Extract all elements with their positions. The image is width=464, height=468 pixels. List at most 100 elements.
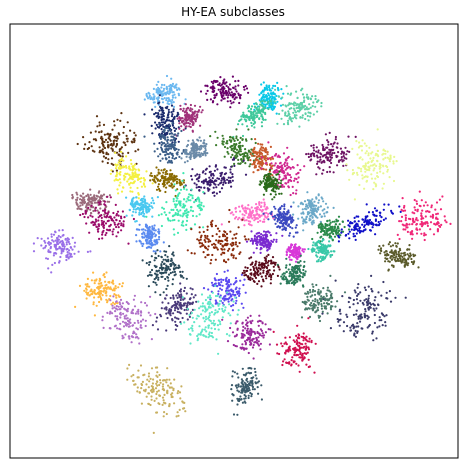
scatter-point — [323, 215, 326, 218]
scatter-point — [103, 146, 107, 150]
scatter-point — [161, 275, 164, 278]
scatter-point — [384, 156, 387, 159]
scatter-point — [190, 188, 193, 191]
scatter-point — [200, 242, 204, 245]
scatter-point — [316, 160, 319, 163]
scatter-point — [398, 247, 401, 250]
scatter-point — [189, 119, 192, 122]
scatter-point — [102, 224, 106, 227]
scatter-point — [165, 91, 168, 94]
scatter-point — [86, 250, 89, 253]
scatter-point — [236, 218, 240, 221]
scatter-point — [67, 257, 70, 260]
scatter-point — [201, 153, 204, 157]
scatter-point — [178, 266, 181, 269]
scatter-point — [209, 135, 212, 138]
scatter-point — [91, 221, 94, 224]
scatter-point — [391, 251, 394, 254]
scatter-point — [114, 294, 117, 297]
scatter-point — [302, 222, 305, 225]
scatter-point — [307, 247, 310, 251]
scatter-point — [152, 199, 155, 202]
scatter-point — [267, 218, 270, 221]
scatter-point — [312, 207, 315, 210]
scatter-point — [280, 179, 283, 182]
scatter-point — [241, 213, 244, 216]
scatter-point — [260, 275, 263, 278]
scatter-point — [140, 177, 143, 180]
scatter-point — [124, 164, 127, 168]
scatter-point — [186, 114, 189, 117]
scatter-point — [256, 114, 259, 117]
scatter-point — [157, 80, 160, 83]
scatter-point — [90, 212, 93, 215]
scatter-point — [369, 229, 372, 232]
scatter-point — [354, 228, 357, 231]
scatter-point — [243, 219, 246, 222]
scatter-point — [185, 228, 188, 231]
scatter-point — [267, 271, 270, 274]
scatter-point — [207, 183, 210, 186]
scatter-point — [162, 258, 165, 261]
scatter-point — [311, 198, 314, 201]
scatter-point — [389, 251, 392, 254]
scatter-point — [204, 240, 207, 243]
scatter-point — [95, 115, 99, 118]
scatter-point — [187, 139, 190, 142]
scatter-point — [304, 112, 307, 115]
scatter-point — [308, 219, 311, 222]
scatter-point — [244, 207, 247, 210]
scatter-point — [326, 220, 329, 223]
scatter-point — [99, 292, 103, 295]
scatter-point — [259, 268, 262, 271]
scatter-point — [166, 182, 169, 185]
scatter-point — [198, 213, 201, 216]
scatter-point — [173, 86, 176, 89]
scatter-point — [175, 266, 178, 269]
scatter-point — [252, 279, 255, 283]
scatter-point — [123, 216, 126, 219]
scatter-point — [384, 217, 387, 220]
scatter-point — [189, 209, 192, 212]
scatter-point — [61, 239, 64, 243]
scatter-point — [234, 210, 238, 213]
scatter-point — [62, 233, 65, 237]
scatter-point — [165, 201, 168, 204]
scatter-point — [326, 206, 329, 209]
scatter-point — [221, 248, 224, 251]
scatter-point — [254, 138, 257, 141]
scatter-point — [321, 143, 324, 147]
scatter-point — [276, 81, 279, 84]
scatter-point — [69, 253, 72, 257]
scatter-point — [335, 155, 338, 159]
scatter-point — [421, 217, 424, 220]
scatter-point — [293, 243, 296, 246]
scatter-point — [146, 229, 149, 232]
scatter-point — [196, 116, 199, 119]
scatter-point — [399, 210, 402, 213]
cluster-c11 — [209, 128, 267, 168]
scatter-point — [273, 214, 277, 217]
scatter-point — [306, 213, 309, 216]
scatter-point — [280, 168, 283, 171]
scatter-point — [336, 142, 339, 145]
scatter-point — [163, 271, 166, 274]
scatter-point — [196, 238, 199, 241]
scatter-point — [158, 123, 161, 126]
scatter-point — [221, 134, 224, 137]
scatter-point — [164, 173, 167, 176]
scatter-point — [320, 235, 323, 238]
scatter-point — [92, 223, 95, 227]
scatter-point — [206, 253, 209, 257]
scatter-point — [175, 180, 179, 183]
scatter-point — [363, 176, 366, 179]
scatter-point — [258, 208, 261, 211]
scatter-point — [194, 174, 197, 177]
scatter-point — [312, 149, 316, 152]
scatter-point — [136, 203, 139, 206]
scatter-point — [229, 176, 232, 179]
scatter-point — [287, 209, 290, 212]
scatter-point — [53, 261, 57, 265]
scatter-point — [265, 168, 268, 171]
scatter-point — [237, 84, 240, 87]
